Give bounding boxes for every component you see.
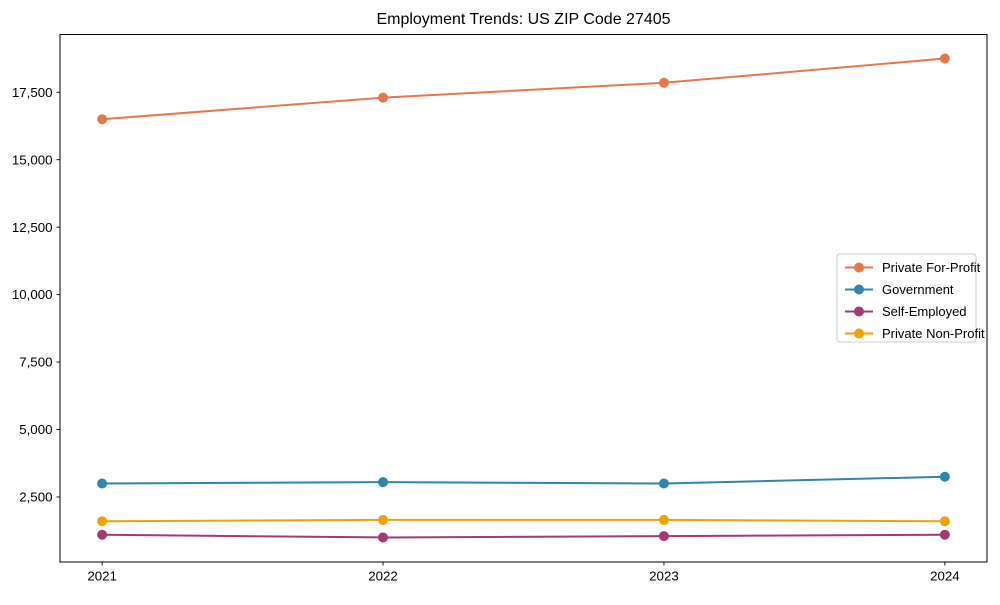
legend-label-government: Government	[882, 282, 954, 297]
series-line-private-non-profit	[102, 518, 945, 523]
marker-government-2023	[658, 478, 669, 489]
y-tick-label: 10,000	[12, 287, 53, 302]
marker-private-non-profit-2021	[97, 516, 108, 527]
marker-government-2022	[378, 477, 389, 488]
legend: Private For-Profit Government Self-Employe…	[836, 253, 985, 343]
y-tick-label: 15,000	[12, 152, 53, 167]
y-tick-label: 12,500	[12, 220, 53, 235]
y-tick-label: 2,500	[19, 490, 52, 505]
legend-marker-dot	[854, 284, 864, 295]
marker-private-non-profit-2022	[378, 514, 389, 525]
legend-marker-dot	[854, 328, 864, 339]
marker-private-for-profit-2022	[378, 92, 389, 103]
legend-label-private-non-profit: Private Non-Profit	[882, 326, 985, 341]
x-tick-label: 2021	[87, 569, 117, 584]
x-tick-label: 2022	[368, 569, 398, 584]
legend-box	[836, 253, 977, 343]
marker-private-non-profit-2024	[939, 516, 950, 527]
legend-label-private-for-profit: Private For-Profit	[882, 260, 981, 275]
series-line-self-employed	[102, 533, 945, 539]
y-tick-label: 7,500	[19, 355, 52, 370]
x-tick-label: 2023	[649, 569, 679, 584]
marker-self-employed-2022	[378, 532, 389, 543]
chart-title: Employment Trends: US ZIP Code 27405	[376, 11, 670, 28]
marker-self-employed-2021	[97, 529, 108, 540]
series-line-government	[102, 475, 945, 485]
marker-self-employed-2023	[658, 531, 669, 542]
legend-marker-dot	[854, 262, 864, 273]
y-tick-label: 5,000	[19, 422, 52, 437]
series-group	[97, 53, 950, 543]
marker-self-employed-2024	[939, 529, 950, 540]
marker-private-for-profit-2023	[658, 77, 669, 88]
marker-private-for-profit-2024	[939, 53, 950, 64]
legend-marker-dot	[854, 306, 864, 317]
marker-government-2024	[939, 471, 950, 482]
plot-frame	[59, 34, 988, 563]
y-tick-label: 17,500	[12, 85, 53, 100]
marker-government-2021	[97, 478, 108, 489]
x-tick-label: 2024	[930, 569, 960, 584]
marker-private-non-profit-2023	[658, 514, 669, 525]
series-line-private-for-profit	[102, 57, 945, 121]
marker-private-for-profit-2021	[97, 114, 108, 125]
axes: 2,500 5,000 7,500 10,000 12,500 15,000 17,500 2…	[12, 34, 988, 584]
legend-label-self-employed: Self-Employed	[882, 304, 967, 319]
